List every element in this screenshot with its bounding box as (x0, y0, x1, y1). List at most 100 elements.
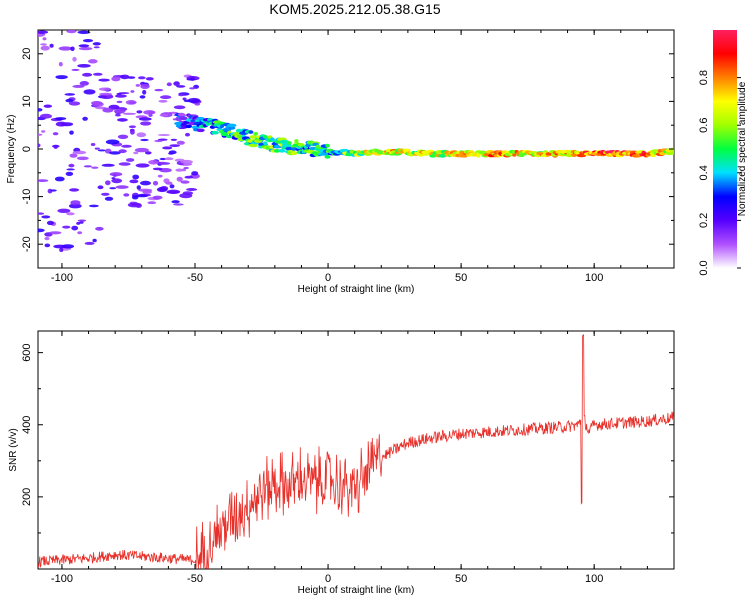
spectrogram-cell (248, 143, 259, 148)
spectrogram-cell (68, 101, 81, 106)
spectrogram-cell (38, 212, 45, 215)
spectrogram-cell (98, 87, 111, 91)
spectrogram-cell (253, 132, 259, 136)
spectrogram-cell (171, 200, 180, 204)
spectrogram-cell (70, 46, 75, 52)
spectrogram-cell (148, 114, 153, 117)
spectrogram-cell (93, 46, 100, 49)
spectrogram-cell (249, 135, 258, 139)
spectrogram-cell (49, 231, 62, 235)
spectrogram-cell (140, 83, 150, 89)
spectrogram-cell (72, 56, 77, 62)
spectrogram-cell (91, 166, 99, 169)
spectrogram-cell (97, 149, 107, 152)
spectrogram-cell (95, 226, 104, 231)
spectrogram-cell (154, 88, 164, 92)
spectrogram-cell (191, 171, 199, 176)
snr-y-ticks: 200 400 600 (21, 343, 674, 534)
spectrogram-cell (182, 97, 187, 101)
spectrogram-cell (79, 81, 90, 86)
spectrogram-cell (113, 109, 126, 114)
spectrogram-cell (285, 146, 294, 151)
spectrogram-cell (118, 162, 131, 166)
spectrogram-cell (228, 126, 236, 130)
spectrogram-cell (40, 43, 47, 46)
spectrogram-cell (176, 140, 185, 145)
spectrogram-cell (140, 121, 152, 126)
spectrogram-cell (158, 161, 167, 165)
spectrogram-cell (68, 163, 75, 168)
spectrogram-cell (71, 68, 80, 71)
spectrogram-cell (115, 185, 129, 189)
spectrogram-cell (93, 72, 103, 76)
spectrogram-cell (315, 144, 321, 149)
spectrogram-cell (50, 189, 57, 192)
colorbar: 0.0 0.2 0.4 0.6 0.8 Normalized spectral ampl… (698, 30, 748, 276)
spectrogram-cell (185, 124, 193, 129)
y-tick-label: 600 (21, 343, 33, 361)
snr-frame (37, 330, 675, 570)
spectrogram-cell (105, 180, 111, 186)
colorbar-tick-label: 0.0 (698, 260, 710, 275)
spectrogram-cell (173, 81, 180, 86)
spectrogram-cell (183, 166, 189, 170)
x-tick-label: 100 (585, 272, 603, 284)
spectrogram-cell (38, 133, 43, 136)
spectrogram-cell (82, 116, 88, 121)
spectrogram-cell (65, 98, 74, 103)
spectrogram-cell (194, 103, 201, 106)
spectrogram-cell (40, 113, 52, 119)
spectrogram-cell (77, 30, 91, 34)
spectrogram-cell (118, 149, 127, 154)
spectrogram-cell (136, 110, 143, 114)
spectrogram-cell (324, 155, 331, 159)
spectrogram-cell (152, 167, 163, 171)
spectrogram-cell (94, 147, 100, 150)
spectrogram-cell (129, 179, 139, 184)
spectrogram-cell (138, 76, 146, 80)
spectrogram-cell (265, 146, 270, 150)
spectrogram-cell (70, 200, 81, 206)
spectrogram-cell (123, 193, 130, 197)
spectrogram-cell (65, 171, 74, 176)
spectrogram-cell (115, 113, 121, 117)
spectrogram-cell (263, 141, 268, 145)
spectrogram-cell (166, 82, 172, 87)
y-tick-label: 200 (21, 488, 33, 506)
spectrogram-cells (38, 30, 674, 252)
spectrogram-cell (164, 157, 174, 161)
spectrogram-cell (158, 187, 163, 192)
spectrogram-cell (49, 43, 54, 48)
spectrogram-cell (159, 113, 169, 117)
spectrogram-cell (665, 151, 674, 156)
spectrogram-cell (78, 47, 93, 51)
spectrogram-cell (83, 89, 96, 95)
spectrogram-x-label: Height of straight line (km) (298, 284, 415, 295)
spectrogram-cell (162, 146, 173, 150)
spectrogram-cell (402, 148, 411, 153)
spectrogram-cell (55, 75, 68, 80)
snr-y-label: SNR (v/v) (8, 428, 19, 471)
spectrogram-y-label: Frequency (Hz) (6, 115, 17, 184)
spectrogram-cell (190, 99, 199, 103)
x-tick-label: 50 (455, 272, 467, 284)
spectrogram-cell (168, 152, 174, 155)
spectrogram-cell (185, 132, 190, 137)
spectrogram-x-ticks: -100 -50 0 50 100 (51, 30, 648, 284)
spectrogram-cell (83, 165, 92, 168)
spectrogram-cell (142, 190, 152, 194)
spectrogram-cell (170, 138, 178, 141)
spectrogram-cell (274, 144, 281, 149)
spectrogram-cell (109, 172, 123, 177)
spectrogram-cell (140, 180, 151, 186)
spectrogram-cell (58, 61, 63, 67)
x-tick-label: -50 (187, 573, 203, 585)
spectrogram-cell (90, 143, 96, 146)
spectrogram-cell (116, 100, 123, 104)
spectrogram-cell (226, 123, 237, 128)
spectrogram-cell (189, 87, 196, 90)
snr-x-ticks: -100 -50 0 50 100 (51, 331, 648, 585)
spectrogram-cell (139, 95, 146, 99)
colorbar-label: Normalized spectral amplitude (737, 81, 748, 216)
